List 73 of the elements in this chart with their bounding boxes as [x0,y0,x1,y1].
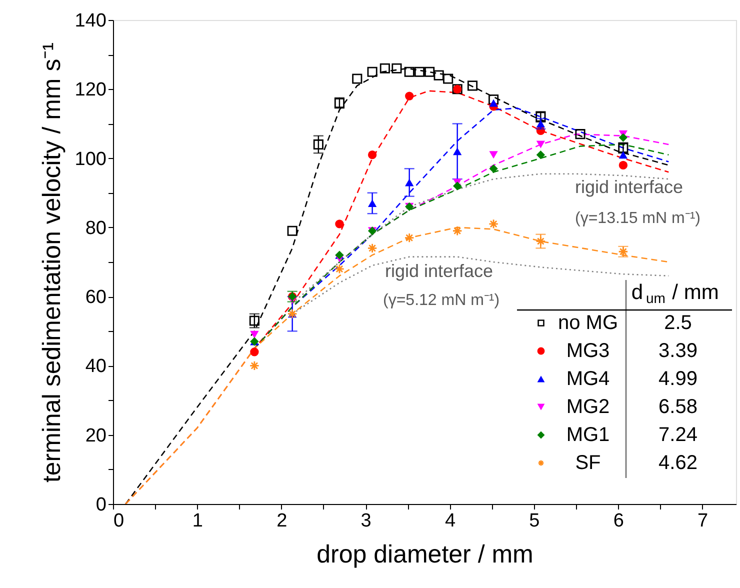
point [335,220,344,228]
annotation: rigid interface [385,261,494,281]
point [453,148,462,156]
y-tick-label: 120 [74,80,106,101]
annotation: 7.24 [658,424,698,446]
x-tick-label: 7 [698,510,708,532]
point [467,80,478,91]
point [536,140,546,148]
point [287,226,298,236]
y-tick-label: 100 [74,148,106,170]
point [367,66,378,77]
annotation: 2.5 [664,312,692,334]
point [618,160,628,170]
point [434,70,444,80]
point [313,139,324,150]
point [250,330,259,338]
point [536,236,546,246]
point [368,199,377,207]
y-tick-label: 40 [85,356,106,378]
x-tick-label: 1 [192,510,203,532]
x-tick-label: 0 [114,510,124,532]
point [424,66,435,77]
y-tick-label: 60 [85,287,106,308]
x-tick-label: 4 [444,510,456,532]
point [404,66,414,77]
annotation: 4.99 [658,368,698,390]
y-tick-label: 80 [85,218,106,239]
point [489,151,498,159]
point [392,63,402,74]
point [405,92,414,100]
x-tick-label: 6 [613,510,624,532]
point [488,94,499,105]
y-tick-label: 20 [85,425,106,446]
point [250,348,259,356]
annotation: 6.58 [658,396,698,418]
point [488,218,499,229]
point [453,182,462,190]
legend-label: no MG [558,312,618,334]
annotation: 3.39 [658,340,698,362]
annotation: (γ=13.15 mN m⁻¹) [575,210,700,227]
point [367,243,378,254]
annotation: 4.62 [658,452,698,474]
point [368,150,377,160]
x-axis-title: drop diameter / mm [316,540,534,568]
y-tick-label: 140 [74,10,106,32]
point [404,232,414,243]
point [489,164,498,173]
annotation: (γ=5.12 mN m⁻¹) [383,292,500,309]
point [414,66,424,77]
point [380,63,390,74]
legend-label: MG4 [566,368,610,390]
y-axis-title: terminal sedimentation velocity / mm s⁻¹ [38,42,66,483]
point [443,74,454,84]
legend-label: MG2 [566,396,610,418]
legend-label: SF [575,452,601,474]
x-tick-label: 2 [276,510,288,532]
x-tick-label: 3 [360,510,372,532]
point [405,178,414,186]
point [575,129,586,140]
point [352,74,362,84]
point [618,133,628,142]
annotation: rigid interface [575,177,684,197]
point [489,99,498,107]
point [618,151,628,159]
point [536,150,546,160]
legend-label: MG1 [566,424,610,446]
legend-label: MG3 [566,340,610,362]
point [249,360,260,371]
point [334,264,344,274]
x-tick-label: 5 [529,510,540,532]
point [452,226,462,236]
point [249,316,260,326]
y-tick-label: 0 [96,494,106,516]
